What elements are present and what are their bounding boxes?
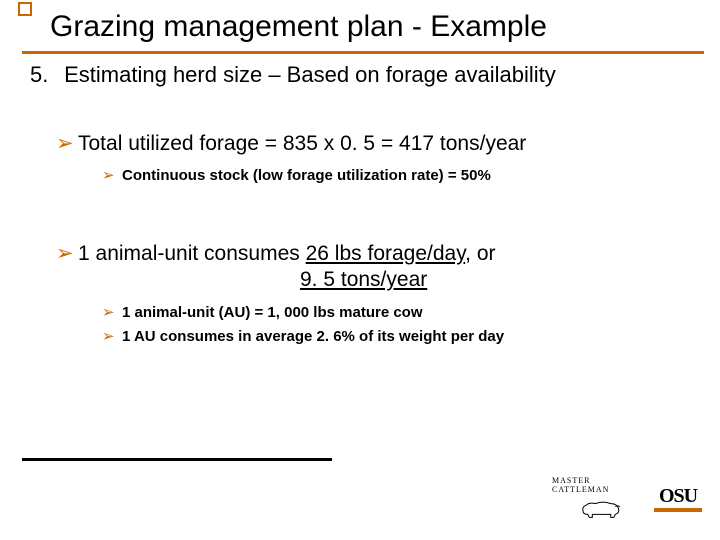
- numbered-heading: 5. Estimating herd size – Based on forag…: [30, 62, 710, 88]
- osu-text: OSU: [659, 486, 697, 506]
- bullet-2-sub-1: ➢1 animal-unit (AU) = 1, 000 lbs mature …: [102, 302, 690, 325]
- bullet-1-line: ➢Total utilized forage = 835 x 0. 5 = 41…: [56, 130, 690, 157]
- arrow-icon: ➢: [102, 165, 122, 188]
- bullet-2: ➢1 animal-unit consumes 26 lbs forage/da…: [56, 240, 690, 349]
- item-text: Estimating herd size – Based on forage a…: [64, 62, 556, 87]
- cow-icon: [577, 497, 623, 521]
- logo-area: MASTER CATTLEMAN OSU: [552, 472, 702, 526]
- bottom-rule: [22, 458, 332, 461]
- bullet-1-text: Total utilized forage = 835 x 0. 5 = 417…: [78, 132, 526, 155]
- bullet-2-underline-1: 26 lbs forage/day: [306, 242, 466, 265]
- osu-bar: [654, 508, 702, 512]
- title-underline: [22, 51, 704, 54]
- bullet-2-sub-2: ➢1 AU consumes in average 2. 6% of its w…: [102, 326, 690, 349]
- mc-label: MASTER CATTLEMAN: [552, 477, 648, 495]
- bullet-2-pre: 1 animal-unit consumes: [78, 242, 306, 265]
- arrow-icon: ➢: [56, 130, 78, 157]
- arrow-icon: ➢: [102, 326, 122, 349]
- arrow-icon: ➢: [102, 302, 122, 325]
- bullet-2-underline-2: 9. 5 tons/year: [300, 268, 427, 291]
- bullet-2-mid: , or: [465, 242, 495, 265]
- bullet-2-line-2: 9. 5 tons/year: [56, 267, 690, 293]
- bullet-1-sub-1-text: Continuous stock (low forage utilization…: [122, 167, 491, 184]
- title-region: Grazing management plan - Example: [22, 6, 704, 54]
- bullet-1-sub-1: ➢Continuous stock (low forage utilizatio…: [102, 165, 690, 188]
- bullet-2-line-1: ➢1 animal-unit consumes 26 lbs forage/da…: [56, 240, 690, 267]
- slide: Grazing management plan - Example 5. Est…: [0, 0, 720, 540]
- bullet-2-sub-2-text: 1 AU consumes in average 2. 6% of its we…: [122, 328, 504, 345]
- bullet-1: ➢Total utilized forage = 835 x 0. 5 = 41…: [56, 130, 690, 188]
- item-number: 5.: [30, 62, 58, 88]
- arrow-icon: ➢: [56, 240, 78, 267]
- bullet-2-sub-1-text: 1 animal-unit (AU) = 1, 000 lbs mature c…: [122, 304, 423, 321]
- osu-logo: OSU: [654, 486, 702, 512]
- slide-title: Grazing management plan - Example: [22, 6, 704, 51]
- master-cattleman-logo: MASTER CATTLEMAN: [552, 477, 648, 521]
